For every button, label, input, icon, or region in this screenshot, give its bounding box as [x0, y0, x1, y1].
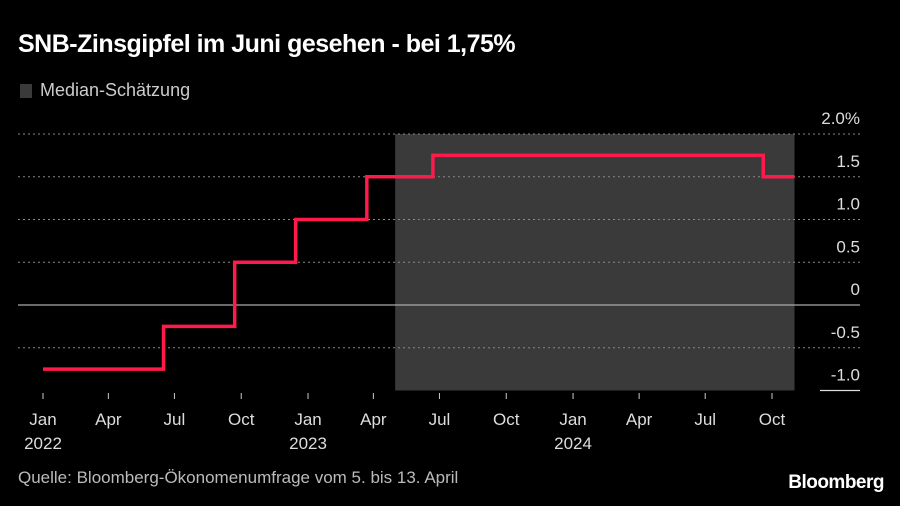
legend-label: Median-Schätzung [40, 80, 191, 100]
x-tick-year: 2024 [554, 434, 592, 453]
x-tick-label: Apr [360, 410, 387, 429]
x-tick-year: 2022 [24, 434, 62, 453]
y-tick-label: 0 [851, 280, 860, 299]
chart-title: SNB-Zinsgipfel im Juni gesehen - bei 1,7… [18, 30, 516, 58]
x-tick-label: Jul [694, 410, 716, 429]
y-tick-label: 1.5 [836, 152, 860, 171]
x-tick-label: Jan [294, 410, 321, 429]
y-tick-label: 1.0 [836, 195, 860, 214]
x-tick-year: 2023 [289, 434, 327, 453]
y-tick-label: -0.5 [831, 323, 860, 342]
rate-line [43, 153, 795, 371]
x-tick-label: Jan [559, 410, 586, 429]
legend-swatch [20, 83, 32, 98]
y-tick-label: 2.0% [821, 109, 860, 128]
source-note: Quelle: Bloomberg-Ökonomenumfrage vom 5.… [18, 468, 459, 487]
y-tick-label: 0.5 [836, 237, 860, 256]
x-tick-label: Jan [29, 410, 56, 429]
x-tick-label: Oct [228, 410, 255, 429]
x-tick-label: Oct [759, 410, 786, 429]
y-tick-label: -1.0 [831, 366, 860, 385]
x-tick-label: Apr [626, 410, 653, 429]
x-tick-label: Apr [95, 410, 122, 429]
x-tick-label: Jul [429, 410, 451, 429]
x-tick-label: Oct [493, 410, 520, 429]
legend: Median-Schätzung [20, 80, 190, 101]
x-tick-label: Jul [164, 410, 186, 429]
bloomberg-logo: Bloomberg [788, 472, 884, 493]
